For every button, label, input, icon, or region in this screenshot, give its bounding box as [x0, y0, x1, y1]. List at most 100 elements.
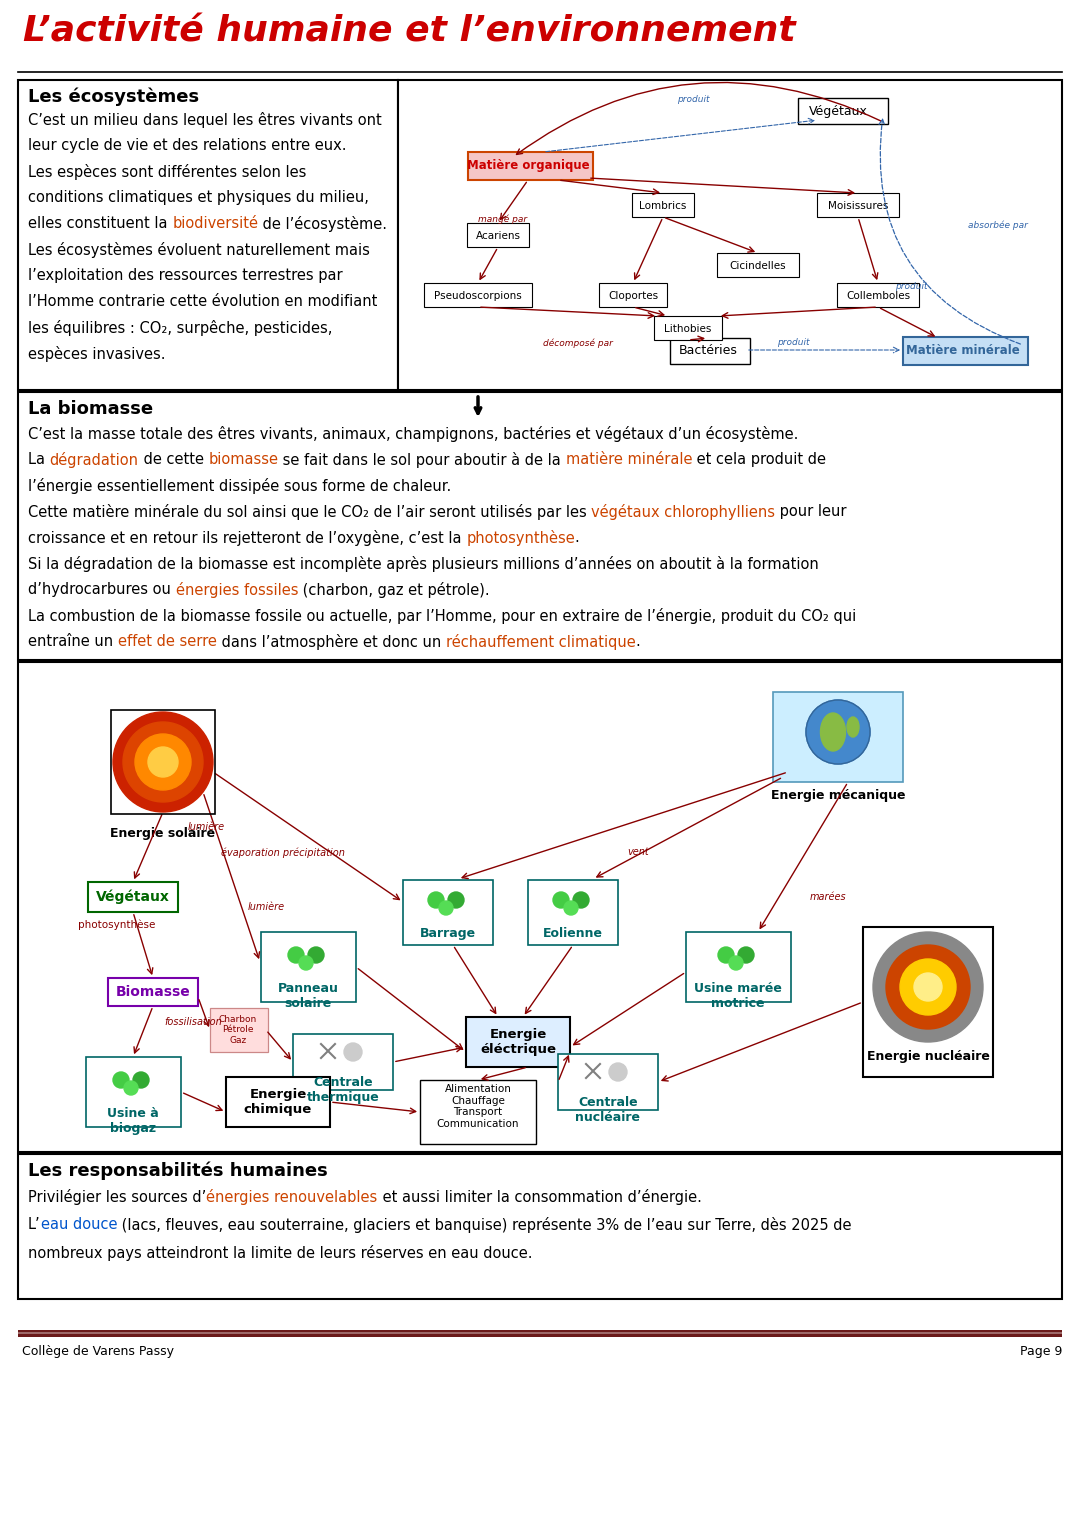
FancyBboxPatch shape: [528, 880, 618, 945]
Circle shape: [900, 959, 956, 1015]
FancyBboxPatch shape: [468, 153, 593, 180]
Ellipse shape: [133, 1072, 149, 1089]
Text: Biomasse: Biomasse: [116, 985, 190, 999]
Text: entraîne un: entraîne un: [28, 634, 118, 649]
Ellipse shape: [609, 1063, 627, 1081]
Bar: [18, 1332, 1062, 1333]
Text: nombreux pays atteindront la limite de leurs réserves en eau douce.: nombreux pays atteindront la limite de l…: [28, 1245, 532, 1261]
FancyBboxPatch shape: [86, 1057, 181, 1127]
Text: effet de serre: effet de serre: [118, 634, 217, 649]
Text: Energie
éléctrique: Energie éléctrique: [480, 1028, 556, 1057]
FancyBboxPatch shape: [558, 1054, 658, 1110]
Text: biodiversité: biodiversité: [172, 215, 258, 231]
Ellipse shape: [124, 1081, 138, 1095]
Text: énergies renouvelables: énergies renouvelables: [206, 1190, 378, 1205]
Text: Bactéries: Bactéries: [678, 345, 738, 357]
Text: La combustion de la biomasse fossile ou actuelle, par l’Homme, pour en extraire : La combustion de la biomasse fossile ou …: [28, 608, 856, 625]
Ellipse shape: [573, 892, 589, 909]
Circle shape: [806, 699, 870, 764]
Text: .: .: [635, 634, 640, 649]
FancyBboxPatch shape: [226, 1077, 330, 1127]
Ellipse shape: [847, 718, 859, 738]
Text: L’activité humaine et l’environnement: L’activité humaine et l’environnement: [23, 15, 796, 49]
Text: décomposé par: décomposé par: [543, 337, 613, 348]
FancyBboxPatch shape: [598, 282, 667, 307]
FancyBboxPatch shape: [670, 337, 750, 363]
Text: La: La: [28, 452, 50, 467]
Text: Les écosystèmes évoluent naturellement mais: Les écosystèmes évoluent naturellement m…: [28, 241, 369, 258]
FancyBboxPatch shape: [403, 880, 492, 945]
Text: biomasse: biomasse: [208, 452, 279, 467]
Ellipse shape: [729, 956, 743, 970]
Text: Energie solaire: Energie solaire: [110, 828, 216, 840]
Text: végétaux chlorophylliens: végétaux chlorophylliens: [592, 504, 775, 521]
Text: conditions climatiques et physiques du milieu,: conditions climatiques et physiques du m…: [28, 189, 369, 205]
Text: se fait dans le sol pour aboutir à de la: se fait dans le sol pour aboutir à de la: [279, 452, 566, 467]
Text: Végétaux: Végétaux: [809, 104, 867, 118]
Circle shape: [113, 712, 213, 812]
Text: photosynthèse: photosynthèse: [467, 530, 575, 547]
Text: d’hydrocarbures ou: d’hydrocarbures ou: [28, 582, 175, 597]
Text: Moisissures: Moisissures: [827, 202, 888, 211]
Ellipse shape: [718, 947, 734, 964]
Text: elles constituent la: elles constituent la: [28, 215, 172, 231]
Text: Les espèces sont différentes selon les: Les espèces sont différentes selon les: [28, 163, 307, 180]
Text: Page 9: Page 9: [1020, 1345, 1062, 1358]
FancyBboxPatch shape: [686, 931, 791, 1002]
Text: absorbée par: absorbée par: [968, 220, 1028, 229]
Text: de cette: de cette: [138, 452, 208, 467]
FancyBboxPatch shape: [108, 977, 198, 1006]
Text: Alimentation
Chauffage
Transport
Communication: Alimentation Chauffage Transport Communi…: [436, 1084, 519, 1128]
Circle shape: [873, 931, 983, 1041]
FancyBboxPatch shape: [465, 1017, 570, 1067]
Text: mangé par: mangé par: [478, 215, 527, 224]
Text: Centrale
nucléaire: Centrale nucléaire: [576, 1096, 640, 1124]
Text: évaporation précipitation: évaporation précipitation: [221, 847, 345, 858]
FancyBboxPatch shape: [18, 1154, 1062, 1299]
FancyBboxPatch shape: [18, 663, 1062, 1151]
Text: Matière minérale: Matière minérale: [906, 345, 1020, 357]
Text: Centrale
thermique: Centrale thermique: [307, 1077, 379, 1104]
Circle shape: [123, 722, 203, 802]
Text: croissance et en retour ils rejetteront de l’oxygène, c’est la: croissance et en retour ils rejetteront …: [28, 530, 467, 547]
Text: .: .: [575, 530, 580, 545]
FancyBboxPatch shape: [773, 692, 903, 782]
Text: espèces invasives.: espèces invasives.: [28, 347, 165, 362]
Ellipse shape: [288, 947, 303, 964]
Ellipse shape: [821, 713, 846, 751]
Text: Acariens: Acariens: [475, 231, 521, 241]
Text: Collège de Varens Passy: Collège de Varens Passy: [22, 1345, 174, 1358]
Text: Pseudoscorpions: Pseudoscorpions: [434, 292, 522, 301]
Text: Les responsabilités humaines: Les responsabilités humaines: [28, 1162, 327, 1180]
Text: vent: vent: [627, 847, 649, 857]
Text: Lithobies: Lithobies: [664, 324, 712, 334]
FancyBboxPatch shape: [818, 192, 899, 217]
FancyBboxPatch shape: [863, 927, 993, 1077]
FancyBboxPatch shape: [18, 79, 399, 389]
FancyBboxPatch shape: [18, 392, 1062, 660]
Text: Energie mécanique: Energie mécanique: [771, 789, 905, 802]
Text: réchauffement climatique: réchauffement climatique: [446, 634, 635, 651]
Text: fossilisation: fossilisation: [164, 1017, 221, 1028]
Circle shape: [914, 973, 942, 1002]
FancyBboxPatch shape: [261, 931, 356, 1002]
Text: Barrage: Barrage: [420, 927, 476, 941]
FancyBboxPatch shape: [87, 883, 178, 912]
Text: l’Homme contrarie cette évolution en modifiant: l’Homme contrarie cette évolution en mod…: [28, 295, 377, 308]
Text: leur cycle de vie et des relations entre eux.: leur cycle de vie et des relations entre…: [28, 137, 347, 153]
Text: Eolienne: Eolienne: [543, 927, 603, 941]
FancyBboxPatch shape: [837, 282, 919, 307]
Ellipse shape: [428, 892, 444, 909]
Text: Cloportes: Cloportes: [608, 292, 658, 301]
Text: produit: produit: [777, 337, 809, 347]
FancyBboxPatch shape: [420, 1080, 536, 1144]
FancyBboxPatch shape: [424, 282, 531, 307]
Text: photosynthèse: photosynthèse: [78, 919, 156, 930]
Text: Usine marée
motrice: Usine marée motrice: [694, 982, 782, 1009]
Text: matière minérale: matière minérale: [566, 452, 692, 467]
Text: C’est un milieu dans lequel les êtres vivants ont: C’est un milieu dans lequel les êtres vi…: [28, 111, 381, 128]
Text: L’: L’: [28, 1217, 41, 1232]
Text: Charbon
Pétrole
Gaz: Charbon Pétrole Gaz: [219, 1015, 257, 1044]
Text: Usine à
biogaz: Usine à biogaz: [107, 1107, 159, 1135]
Text: et aussi limiter la consommation d’énergie.: et aussi limiter la consommation d’énerg…: [378, 1190, 701, 1205]
